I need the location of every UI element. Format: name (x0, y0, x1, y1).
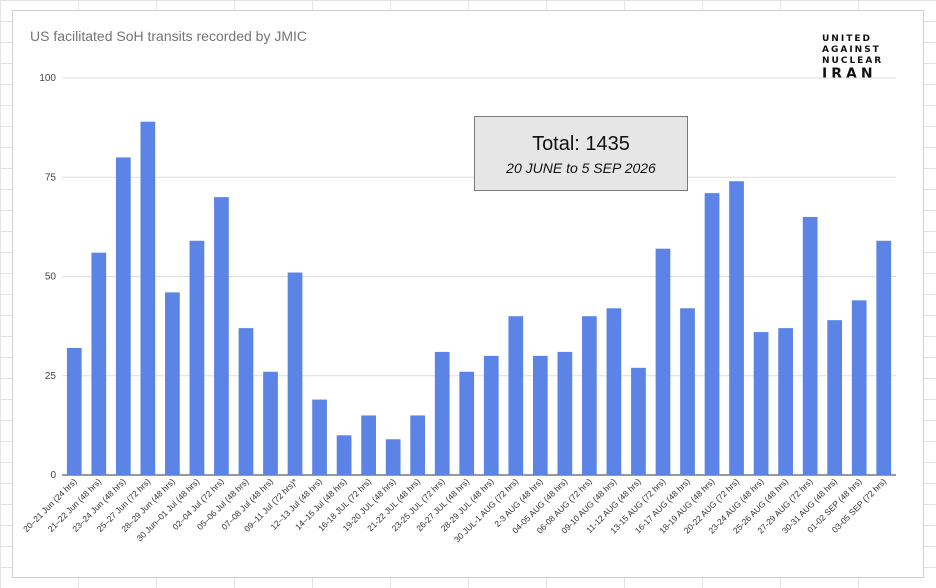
bar (778, 328, 793, 475)
total-label: Total: 1435 (532, 133, 630, 155)
bars (66, 121, 892, 476)
bar (802, 216, 818, 475)
bar (704, 193, 720, 475)
bar (557, 351, 573, 475)
bar (876, 240, 892, 475)
y-axis-ticks: 0 25 50 75 100 (39, 73, 56, 481)
chart-title: US facilitated SoH transits recorded by … (30, 28, 307, 44)
bar (582, 316, 597, 475)
bar (336, 435, 352, 475)
bar (287, 272, 303, 475)
bar (91, 252, 107, 475)
y-tick-label: 75 (45, 172, 57, 183)
bar (385, 439, 401, 475)
y-tick-label: 100 (39, 73, 56, 84)
logo-line-united: UNITED (822, 34, 872, 44)
bar (189, 240, 205, 475)
bar (729, 181, 744, 475)
y-tick-label: 50 (45, 272, 57, 283)
bar (680, 308, 695, 475)
bar (655, 248, 671, 475)
bar (140, 121, 156, 476)
bar (115, 157, 131, 475)
bar (606, 308, 622, 475)
bar (361, 415, 376, 475)
x-axis-ticks: 20–21 Jun (24 hrs)21–22 Jun (48 hrs)23–2… (21, 476, 888, 545)
bar (312, 399, 327, 475)
bar (434, 351, 450, 475)
logo-line-against: AGAINST (822, 45, 881, 55)
chart-card (12, 10, 924, 578)
bar (827, 320, 843, 475)
date-range-label: 20 JUNE to 5 SEP 2026 (506, 160, 656, 176)
bar (753, 332, 769, 475)
bar (263, 371, 278, 475)
bar (410, 415, 426, 475)
bar (508, 316, 524, 475)
bar (631, 367, 646, 475)
y-tick-label: 0 (50, 470, 56, 481)
bar (238, 328, 254, 475)
bar (214, 197, 229, 475)
bar (165, 292, 180, 475)
total-annotation-box: Total: 1435 20 JUNE to 5 SEP 2026 (474, 116, 688, 191)
bar (483, 355, 499, 475)
bar (459, 371, 475, 475)
y-tick-label: 25 (45, 371, 57, 382)
bar (532, 355, 548, 475)
bar (851, 300, 867, 475)
logo-line-nuclear: NUCLEAR (822, 56, 884, 66)
bar (66, 347, 82, 475)
